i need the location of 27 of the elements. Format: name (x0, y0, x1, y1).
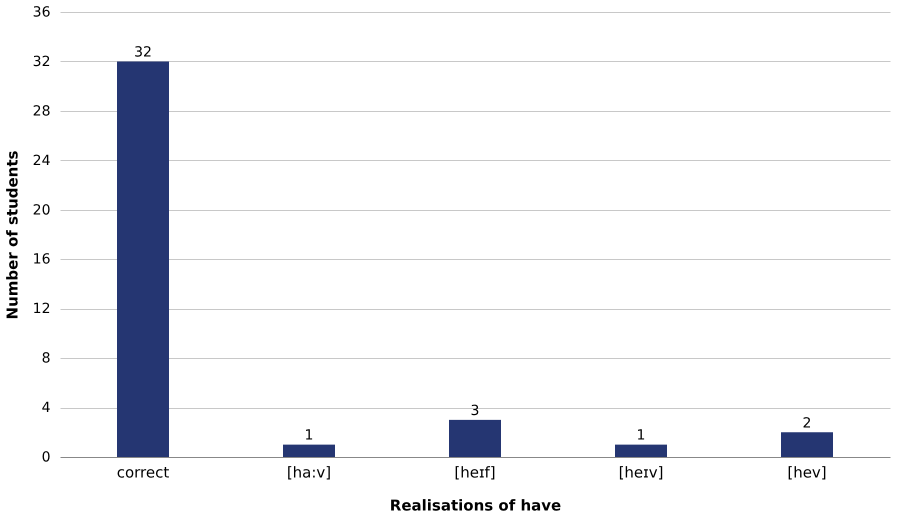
x-tick-label: correct (116, 464, 170, 482)
y-tick-label: 36 (32, 4, 51, 20)
y-tick-label: 16 (32, 252, 51, 268)
y-tick-label: 8 (42, 350, 50, 367)
y-tick-label: 32 (32, 54, 50, 70)
y-axis-title: Number of students (4, 150, 22, 320)
bar (283, 444, 335, 457)
bar (117, 61, 169, 457)
y-tick-label: 4 (42, 400, 51, 416)
data-label: 3 (470, 402, 480, 419)
bar (615, 444, 667, 457)
x-tick-label: [heɪf] (454, 464, 496, 482)
x-tick-label: [heɪv] (618, 464, 664, 482)
data-label: 1 (304, 428, 314, 444)
data-label: 32 (134, 44, 152, 60)
x-axis-title: Realisations of have (390, 496, 562, 514)
x-tick-label: [hev] (787, 464, 827, 482)
x-tick-label: [ha:v] (286, 464, 332, 482)
data-label: 1 (636, 428, 646, 444)
bar (781, 432, 833, 457)
y-tick-label: 24 (32, 152, 51, 169)
data-label: 2 (802, 415, 812, 432)
y-tick-label: 0 (42, 450, 50, 466)
y-tick-label: 20 (32, 202, 50, 218)
y-tick-label: 12 (32, 301, 50, 318)
bar (449, 420, 501, 457)
y-tick-label: 28 (32, 103, 50, 120)
